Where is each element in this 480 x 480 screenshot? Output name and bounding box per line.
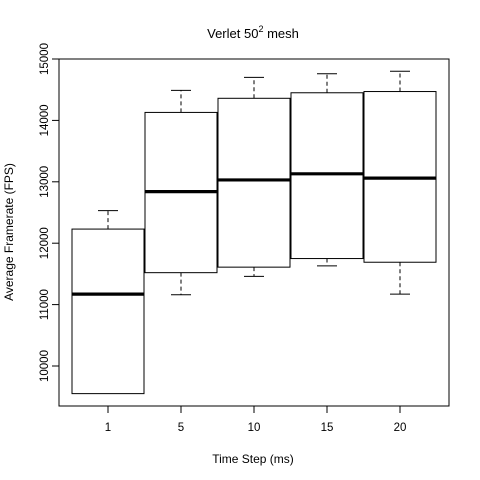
y-tick-label-0: 10000 [39,350,51,382]
x-axis-label: Time Step (ms) [212,452,294,466]
y-tick-label-5: 15000 [39,43,51,75]
chart-title-suffix: mesh [263,26,298,41]
chart-title-prefix: Verlet 50 [207,26,258,41]
iqr-box-15 [290,92,364,260]
chart-title: Verlet 502 mesh [207,24,299,41]
x-tick-label-4: 20 [394,422,407,434]
box-10 [217,76,291,277]
x-tick-label-2: 10 [248,422,261,434]
y-axis-label: Average Framerate (FPS) [2,163,16,301]
chart-title-superscript: 2 [258,24,263,34]
box-20 [363,70,437,295]
x-tick-label-1: 5 [178,422,184,434]
iqr-box-1 [71,228,145,395]
box-5 [144,89,218,296]
x-tick-label-0: 1 [105,422,111,434]
box-1 [71,210,145,395]
x-tick-label-3: 15 [321,422,334,434]
x-axis: 1 5 10 15 20 [105,405,407,434]
iqr-box-10 [217,97,291,268]
y-tick-label-4: 14000 [39,104,51,136]
y-tick-label-1: 11000 [39,289,51,320]
boxes-group [71,70,437,395]
box-15 [290,73,364,267]
y-tick-label-3: 13000 [39,166,51,198]
y-tick-label-2: 12000 [39,227,51,259]
y-axis: 10000 11000 12000 13000 14000 15000 [39,43,60,382]
